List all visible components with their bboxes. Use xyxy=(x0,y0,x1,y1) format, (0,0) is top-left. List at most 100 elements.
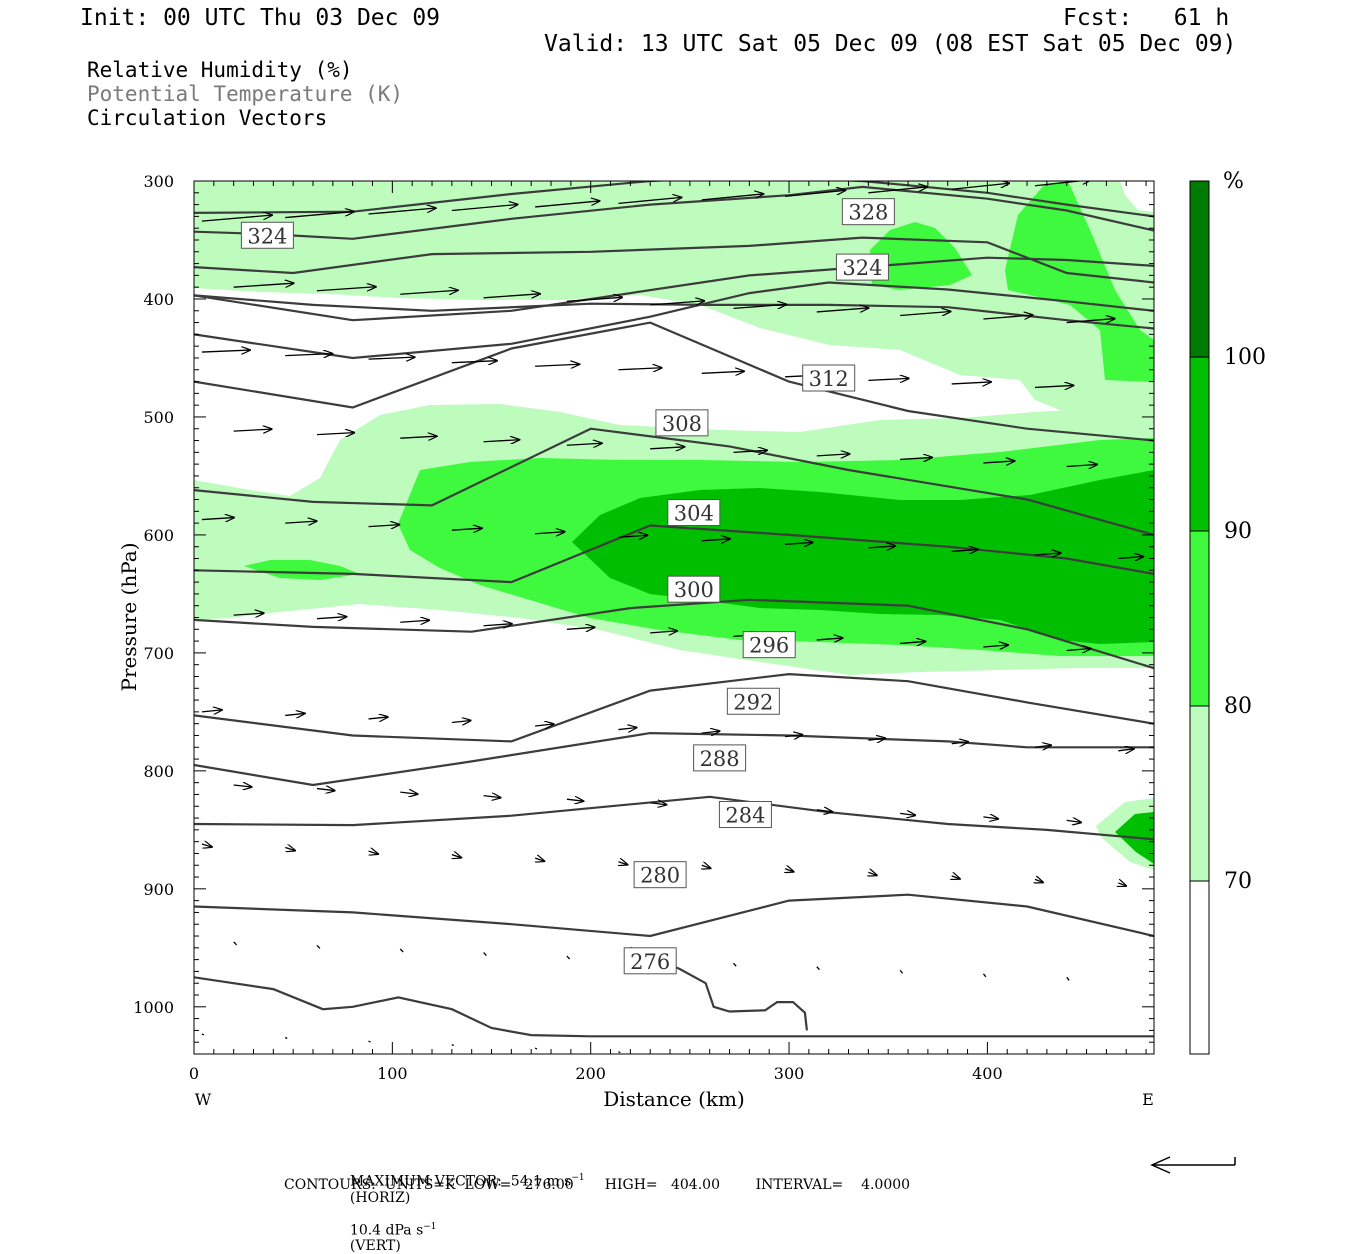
circulation-vector xyxy=(285,212,354,219)
colorbar-label-70: 70 xyxy=(1224,869,1252,894)
circulation-vector xyxy=(952,1066,954,1067)
circulation-vector xyxy=(400,620,429,622)
circulation-vector xyxy=(1034,385,1073,387)
circulation-vector xyxy=(900,641,925,643)
circulation-vector xyxy=(952,876,960,879)
circulation-vector xyxy=(618,862,627,865)
theta-label-box xyxy=(835,253,889,281)
circulation-vector xyxy=(1118,749,1134,751)
circulation-vector xyxy=(1034,553,1061,555)
theta-label-box xyxy=(802,364,856,392)
circulation-vector xyxy=(316,433,354,435)
circulation-vector xyxy=(785,190,845,197)
circulation-vector xyxy=(535,532,564,534)
theta-contour-line xyxy=(194,236,1154,284)
circulation-vector xyxy=(816,454,850,456)
circulation-vector xyxy=(285,521,316,523)
theta-label-box xyxy=(655,409,709,437)
circulation-vector xyxy=(368,851,379,854)
theta-label-284: 284 xyxy=(725,804,765,828)
circulation-vector xyxy=(451,528,482,530)
colorbar: % 100 90 80 70 xyxy=(1189,169,1266,1055)
circulation-vector xyxy=(483,952,487,956)
legend-relative-humidity: Relative Humidity (%) xyxy=(87,58,353,82)
circulation-vector xyxy=(452,855,461,858)
circulation-vector-layer xyxy=(201,181,1143,1067)
circulation-vector xyxy=(451,720,471,722)
y-tick-label: 800 xyxy=(143,762,174,781)
circulation-vector xyxy=(1066,464,1097,466)
circulation-vector xyxy=(233,429,272,431)
circulation-vector xyxy=(951,183,1009,190)
circulation-vector xyxy=(701,194,764,201)
circulation-vector xyxy=(201,215,272,222)
theta-label-box xyxy=(667,575,721,603)
circulation-vector xyxy=(618,1051,621,1054)
contours-info-line: CONTOURS: UNITS=K LOW= 276.00 HIGH= 404.… xyxy=(284,1177,911,1193)
circulation-vector xyxy=(868,187,927,194)
circulation-vector xyxy=(701,731,720,733)
circulation-vector xyxy=(285,713,305,715)
circulation-vector xyxy=(368,1040,371,1043)
theta-label-box xyxy=(240,221,294,249)
y-tick-label: 900 xyxy=(143,880,174,899)
valid-time: Valid: 13 UTC Sat 05 Dec 09 (08 EST Sat … xyxy=(544,31,1237,57)
circulation-vector xyxy=(483,624,512,626)
circulation-vector xyxy=(201,710,222,712)
circulation-vector xyxy=(983,315,1032,319)
legend-circulation-vectors: Circulation Vectors xyxy=(87,106,328,130)
x-tick-label: 200 xyxy=(575,1064,606,1083)
circulation-vector xyxy=(701,539,730,541)
circulation-vector xyxy=(566,443,602,445)
circulation-vector xyxy=(868,378,908,380)
circulation-vector xyxy=(233,283,294,288)
circulation-vector xyxy=(618,197,681,205)
theta-contour-line xyxy=(194,256,1154,322)
circulation-vector xyxy=(899,969,904,974)
circulation-vector xyxy=(618,535,647,537)
colorbar-unit: % xyxy=(1223,169,1244,194)
circulation-vector xyxy=(702,1055,704,1056)
circulation-vector xyxy=(451,204,518,212)
circulation-vector xyxy=(983,461,1014,463)
circulation-vector xyxy=(784,735,802,737)
theta-contour-line xyxy=(629,946,808,1031)
circulation-vector xyxy=(233,613,264,615)
reference-vector xyxy=(1150,1156,1236,1174)
circulation-vector xyxy=(701,371,744,373)
colorbar-label-90: 90 xyxy=(1224,519,1252,544)
circulation-vector xyxy=(201,1033,205,1036)
circulation-vector xyxy=(233,785,252,787)
circulation-vector xyxy=(868,546,895,548)
theta-label-300: 300 xyxy=(674,578,714,602)
circulation-vector xyxy=(618,368,661,370)
theta-label-324: 324 xyxy=(247,224,287,248)
theta-contour-line xyxy=(194,185,1154,240)
theta-contour-line xyxy=(194,427,1154,536)
theta-contour-line xyxy=(194,893,1154,938)
x-tick-label: 300 xyxy=(774,1064,805,1083)
theta-label-308: 308 xyxy=(662,412,702,436)
west-label: W xyxy=(195,1090,212,1109)
circulation-vector xyxy=(733,304,787,308)
theta-label-312: 312 xyxy=(809,367,849,391)
circulation-vector xyxy=(733,962,737,967)
rh-80-upper-cell-2 xyxy=(1005,181,1154,382)
circulation-vector xyxy=(285,354,332,356)
max-vector-vert-unit: (VERT) xyxy=(349,1238,401,1254)
cross-section-chart: 328324324312308304300296292288284280276 … xyxy=(117,169,1266,1174)
circulation-vector xyxy=(284,1036,288,1040)
x-tick-label: 100 xyxy=(377,1064,408,1083)
circulation-vector xyxy=(650,631,677,633)
x-tick-label: 400 xyxy=(972,1064,1003,1083)
circulation-vector xyxy=(483,440,520,442)
x-tick-label: 0 xyxy=(189,1064,199,1083)
circulation-vector xyxy=(1066,649,1091,651)
circulation-vector xyxy=(618,728,636,730)
circulation-vector xyxy=(400,792,417,794)
theta-label-328: 328 xyxy=(848,201,888,225)
rh-fill-layer xyxy=(194,181,1154,1054)
legend-potential-temperature: Potential Temperature (K) xyxy=(87,82,404,106)
circulation-vector xyxy=(900,457,932,459)
forecast-hour: Fcst: 61 h xyxy=(1063,5,1230,31)
